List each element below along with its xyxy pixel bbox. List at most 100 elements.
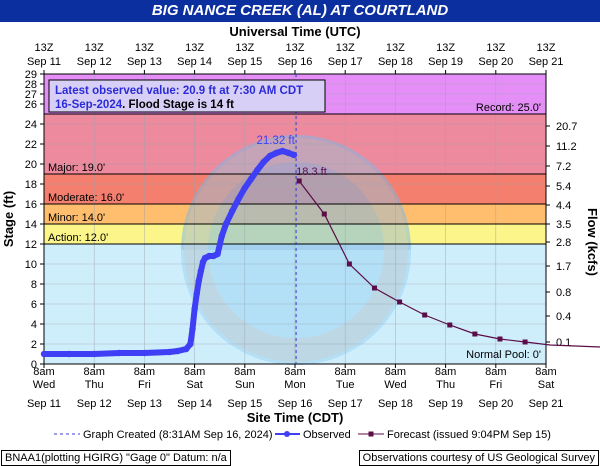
forecast-point bbox=[472, 331, 478, 337]
forecast-peak-label: 18.3 ft bbox=[296, 166, 327, 178]
observed-point bbox=[191, 305, 198, 313]
bottom-tick-day: Fri bbox=[489, 379, 502, 391]
y-tick-label: 16 bbox=[25, 199, 37, 211]
top-tick-date: Sep 18 bbox=[378, 56, 413, 68]
top-tick-date: Sep 16 bbox=[278, 56, 313, 68]
bottom-tick-time: 8am bbox=[134, 366, 155, 378]
bottom-tick-time: 8am bbox=[485, 366, 506, 378]
bottom-tick-day: Wed bbox=[384, 379, 406, 391]
observed-point bbox=[272, 149, 280, 157]
forecast-point bbox=[522, 339, 528, 345]
bottom-tick-date: Sep 20 bbox=[478, 398, 513, 410]
forecast-point bbox=[397, 299, 403, 305]
forecast-series bbox=[296, 178, 600, 348]
observed-point bbox=[189, 325, 196, 333]
normal-pool-label: Normal Pool: 0' bbox=[466, 349, 541, 361]
bottom-tick-day: Sat bbox=[538, 379, 555, 391]
top-tick-date: Sep 15 bbox=[227, 56, 262, 68]
y2-tick-label: 3.5 bbox=[556, 219, 571, 231]
observed-point bbox=[183, 345, 190, 353]
observed-point bbox=[193, 290, 200, 298]
bottom-tick-day: Mon bbox=[284, 379, 305, 391]
y2-axis: 0.1 0.4 0.8 1.7 2.8 3.5 4.4 5.4 7.2 11.2 20.7 bbox=[546, 121, 577, 349]
bottom-tick-time: 8am bbox=[284, 366, 305, 378]
bottom-tick-date: Sep 11 bbox=[27, 398, 61, 410]
observed-point bbox=[195, 277, 202, 285]
y2-tick-label: 1.7 bbox=[556, 261, 571, 273]
observed-point bbox=[65, 350, 73, 358]
y-tick-label: 24 bbox=[25, 119, 37, 131]
latest-box-date: 16-Sep-2024 bbox=[55, 99, 123, 111]
bottom-tick-time: 8am bbox=[234, 366, 255, 378]
latest-box-line1: Latest observed value: 20.9 ft at 7:30 A… bbox=[55, 85, 303, 97]
hydrograph-chart: 13Z Sep 11 13Z Sep 12 13Z Sep 13 13Z Sep 14 13Z S… bbox=[1, 24, 600, 441]
legend-observed-marker bbox=[284, 431, 290, 437]
y-tick-label: 26 bbox=[25, 99, 37, 111]
y-tick-label: 12 bbox=[25, 239, 37, 251]
bottom-tick-date: Sep 13 bbox=[127, 398, 162, 410]
observed-point bbox=[290, 151, 298, 159]
y-tick-label: 4 bbox=[31, 319, 37, 331]
y-tick-label: 8 bbox=[31, 279, 37, 291]
latest-box-frame bbox=[48, 79, 326, 113]
top-tick-date: Sep 20 bbox=[478, 56, 513, 68]
observed-point bbox=[266, 152, 274, 160]
flood-zone-label: Minor: 14.0' bbox=[48, 212, 105, 224]
y-tick-label: 10 bbox=[25, 259, 37, 271]
bottom-tick-day: Thu bbox=[436, 379, 455, 391]
observed-series bbox=[40, 147, 298, 358]
observed-point bbox=[235, 195, 242, 203]
observed-point bbox=[247, 175, 255, 183]
observed-point bbox=[116, 349, 123, 357]
observed-point bbox=[279, 147, 286, 155]
top-tick-label: 13Z bbox=[386, 42, 405, 54]
bottom-tick-time: 8am bbox=[385, 366, 406, 378]
observed-peak-label: 21.32 ft bbox=[256, 135, 295, 147]
y2-tick-label: 7.2 bbox=[556, 161, 571, 173]
observed-point bbox=[214, 250, 221, 258]
legend-created-label: Graph Created (8:31AM Sep 16, 2024) bbox=[83, 429, 273, 441]
bottom-tick-date: Sep 17 bbox=[328, 398, 363, 410]
legend-observed-label: Observed bbox=[303, 429, 351, 441]
bottom-tick-date: Sep 21 bbox=[529, 398, 564, 410]
y-tick-label: 2 bbox=[31, 339, 37, 351]
y2-tick-label: 0.4 bbox=[556, 311, 571, 323]
y-tick-label: 0 bbox=[31, 359, 37, 371]
y2-tick-label: 20.7 bbox=[556, 121, 577, 133]
bottom-tick-date: Sep 19 bbox=[428, 398, 463, 410]
y-tick-label: 6 bbox=[31, 299, 37, 311]
top-tick-label: 13Z bbox=[185, 42, 204, 54]
y-tick-label: 28 bbox=[25, 79, 37, 91]
top-tick-label: 13Z bbox=[85, 42, 104, 54]
observed-point bbox=[91, 350, 98, 358]
y-tick-label: 20 bbox=[25, 159, 37, 171]
observed-point bbox=[187, 340, 194, 348]
top-axis: 13Z Sep 11 13Z Sep 12 13Z Sep 13 13Z Sep 14 13Z S… bbox=[27, 42, 563, 74]
zone-labels: Record: 25.0' Major: 19.0' Moderate: 16.0'… bbox=[44, 102, 546, 245]
legend: Graph Created (8:31AM Sep 16, 2024) Obse… bbox=[54, 429, 551, 441]
chart-title: BIG NANCE CREEK (AL) AT COURTLAND bbox=[151, 2, 449, 19]
top-tick-date: Sep 13 bbox=[127, 56, 162, 68]
observed-point bbox=[222, 220, 230, 228]
bottom-tick-time: 8am bbox=[435, 366, 456, 378]
y-tick-label: 27 bbox=[25, 89, 37, 101]
y2-tick-label: 11.2 bbox=[556, 141, 577, 153]
bottom-tick-date: Sep 18 bbox=[378, 398, 413, 410]
bottom-tick-day: Thu bbox=[85, 379, 104, 391]
flood-zone-label: Moderate: 16.0' bbox=[48, 192, 124, 204]
forecast-point bbox=[422, 312, 428, 318]
y2-tick-label: 2.8 bbox=[556, 237, 571, 249]
y-tick-label: 14 bbox=[25, 219, 37, 231]
observed-point bbox=[254, 166, 261, 174]
bottom-tick-time: 8am bbox=[33, 366, 54, 378]
observed-point bbox=[218, 232, 225, 240]
observed-point bbox=[241, 184, 248, 192]
top-tick-label: 13Z bbox=[436, 42, 455, 54]
forecast-point bbox=[371, 285, 377, 291]
observed-point bbox=[229, 207, 236, 215]
y2-tick-label: 4.4 bbox=[556, 200, 571, 212]
top-tick-date: Sep 17 bbox=[328, 56, 363, 68]
observed-point bbox=[141, 349, 148, 357]
top-tick-label: 13Z bbox=[286, 42, 305, 54]
